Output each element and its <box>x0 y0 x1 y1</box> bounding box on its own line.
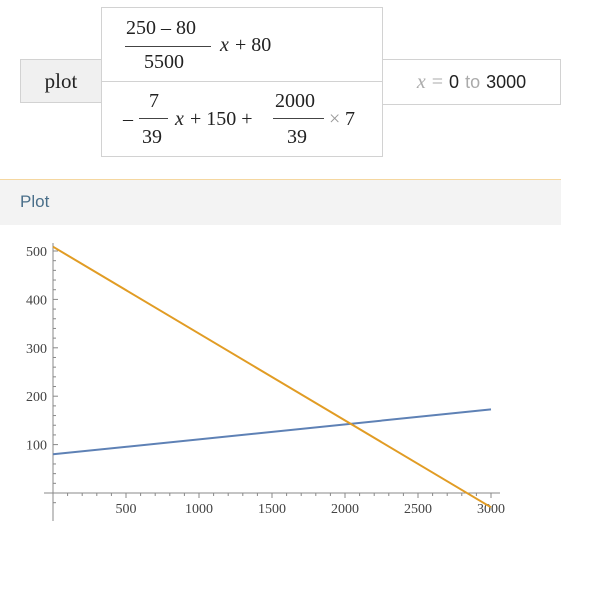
f2-fraction-bar-2 <box>273 118 324 119</box>
f2-numerator-2: 2000 <box>275 90 315 112</box>
plot-command-cell[interactable]: plot <box>20 59 102 103</box>
f1-denominator: 5500 <box>144 51 184 73</box>
f1-constant: + 80 <box>235 34 272 56</box>
y-tick-label: 300 <box>26 342 47 357</box>
x-tick-label: 3000 <box>477 502 505 517</box>
series-line-1 <box>52 408 492 456</box>
x-tick-label: 500 <box>116 502 137 517</box>
range-equals: = <box>431 70 444 93</box>
range-to-word: to <box>465 71 481 92</box>
section-title: Plot <box>20 192 50 211</box>
plot-command-label: plot <box>44 68 78 93</box>
f2-times-sign: × <box>329 108 341 130</box>
y-tick-label: 400 <box>26 293 47 308</box>
f1-variable: x <box>220 34 229 56</box>
x-tick-label: 1500 <box>258 502 286 517</box>
range-to: 3000 <box>486 71 527 92</box>
section-divider <box>0 179 561 180</box>
f2-variable: x <box>175 108 184 130</box>
f2-fraction-bar-1 <box>139 118 168 119</box>
f2-seven: 7 <box>345 108 355 130</box>
range-from: 0 <box>449 71 460 92</box>
f1-fraction-bar <box>125 46 211 47</box>
y-tick-label: 100 <box>26 439 47 454</box>
range-input-cell[interactable]: x = 0 to 3000 <box>382 59 561 105</box>
function-input-cell[interactable] <box>101 7 383 157</box>
f2-denominator-1: 39 <box>142 126 162 148</box>
f2-sign: – <box>123 108 133 130</box>
y-tick-label: 200 <box>26 390 47 405</box>
y-tick-label: 500 <box>26 245 47 260</box>
x-tick-label: 1000 <box>185 502 213 517</box>
f2-denominator-2: 39 <box>287 126 307 148</box>
section-header <box>0 180 561 225</box>
f2-middle: + 150 + <box>190 108 253 130</box>
f1-numerator: 250 – 80 <box>126 17 196 39</box>
range-variable: x <box>416 70 426 93</box>
x-tick-label: 2500 <box>404 502 432 517</box>
plot-chart: 500 1000 1500 2000 2500 3000 100 200 300 400 500 <box>26 243 505 521</box>
x-tick-label: 2000 <box>331 502 359 517</box>
function-divider <box>101 81 383 82</box>
series-line-2 <box>52 245 492 509</box>
function-1: 250 – 80 5500 x + 80 <box>101 7 383 81</box>
function-2: – 7 39 x + 150 + 2000 39 × 7 <box>101 82 383 157</box>
f2-numerator-1: 7 <box>149 90 159 112</box>
